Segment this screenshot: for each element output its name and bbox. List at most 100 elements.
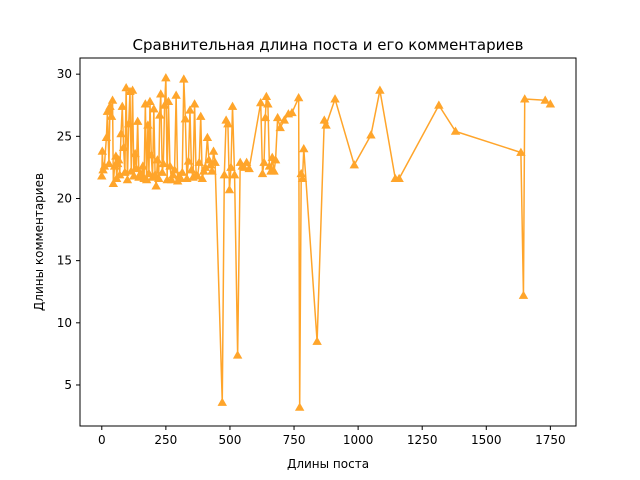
data-point-marker [207,166,217,175]
y-tick-label: 20 [57,191,72,205]
data-point-marker [189,99,200,108]
data-point-marker [330,94,340,103]
x-tick-label: 1250 [407,433,438,447]
data-point-marker [108,178,119,188]
data-point-marker [107,95,118,104]
data-point-marker [394,173,404,183]
data-point-marker [165,161,175,170]
data-point-marker [270,155,281,164]
data-point-marker [149,104,159,113]
data-point-marker [269,166,279,175]
data-point-marker [97,146,108,155]
data-point-marker [210,157,220,166]
data-point-marker [145,96,155,105]
data-point-marker [279,115,290,124]
data-point-marker [244,163,254,173]
data-point-marker [183,156,194,165]
data-point-marker [299,143,309,153]
data-point-marker [118,142,129,151]
data-point-marker [516,147,526,156]
data-point-marker [297,173,308,183]
plot-area: 0 250 500 750 1000 1250 1500 1750 5 10 15 20 25 30 [57,57,577,447]
data-point-marker [263,99,273,108]
data-point-marker [171,90,181,99]
data-point-marker [131,163,142,173]
data-point-marker [272,112,283,122]
x-tick-label: 1500 [471,433,502,447]
data-point-marker [113,155,124,164]
chart-title: Сравнительная длина поста и его коммента… [133,36,524,54]
data-point-marker [105,101,115,110]
y-tick-label: 5 [64,378,72,392]
x-tick-label: 500 [219,433,242,447]
data-point-marker [166,175,177,184]
data-point-marker [257,168,268,178]
data-point-marker [106,111,117,120]
data-point-marker [186,165,197,174]
data-point-marker [259,157,269,166]
data-point-marker [123,119,134,128]
data-point-marker [168,170,178,179]
data-point-marker [129,171,139,180]
data-point-marker [101,132,112,142]
data-point-marker [127,85,138,94]
x-axis-label: Длины поста [287,457,369,471]
y-tick-label: 15 [57,254,72,268]
data-point-marker [104,158,114,168]
y-tick-label: 25 [57,129,72,143]
data-point-marker [156,89,166,98]
data-point-marker [132,116,143,125]
data-point-marker [143,120,153,129]
data-point-marker [163,96,174,105]
data-point-marker [157,167,167,176]
data-point-marker [223,119,233,128]
data-point-marker [224,184,235,194]
data-point-marker [120,167,130,176]
data-point-marker [287,107,297,117]
data-point-marker [217,397,227,406]
data-point-marker [121,83,131,92]
data-point-marker [229,170,240,179]
x-tick-label: 1750 [535,433,566,447]
data-point-marker [255,97,266,107]
data-point-marker [375,85,385,94]
data-point-marker [150,170,160,179]
y-axis-label: Длины комментариев [32,173,46,311]
data-point-marker [294,402,305,411]
data-point-marker [97,171,107,180]
data-point-marker [176,173,186,183]
data-point-marker [321,120,331,129]
data-point-marker [540,95,550,104]
data-point-marker [153,173,164,183]
data-point-marker [434,100,444,109]
data-point-marker [158,158,169,168]
data-point-marker [185,105,195,114]
data-point-marker [169,165,180,174]
data-point-marker [102,106,113,115]
data-point-marker [349,160,359,169]
data-point-marker [366,130,376,139]
data-point-marker [202,132,213,142]
data-point-marker [197,173,207,183]
plot-frame [79,57,577,427]
x-tick-label: 0 [98,433,106,447]
x-tick-label: 750 [283,433,306,447]
data-point-marker [130,148,140,158]
data-point-marker [450,126,461,135]
data-point-marker [275,122,285,132]
data-point-marker [261,91,272,100]
data-point-marker [208,146,219,155]
data-point-marker [180,114,191,123]
y-tick-label: 30 [57,67,72,81]
y-tick-label: 10 [57,316,72,330]
data-point-marker [194,157,204,166]
data-point-marker [192,171,203,180]
data-point-marker [232,350,243,359]
data-point-marker [227,101,238,110]
data-point-marker [151,181,161,190]
data-point-marker [155,110,165,119]
data-point-marker [312,336,322,345]
data-point-marker [177,167,187,176]
data-point-marker [260,112,271,122]
